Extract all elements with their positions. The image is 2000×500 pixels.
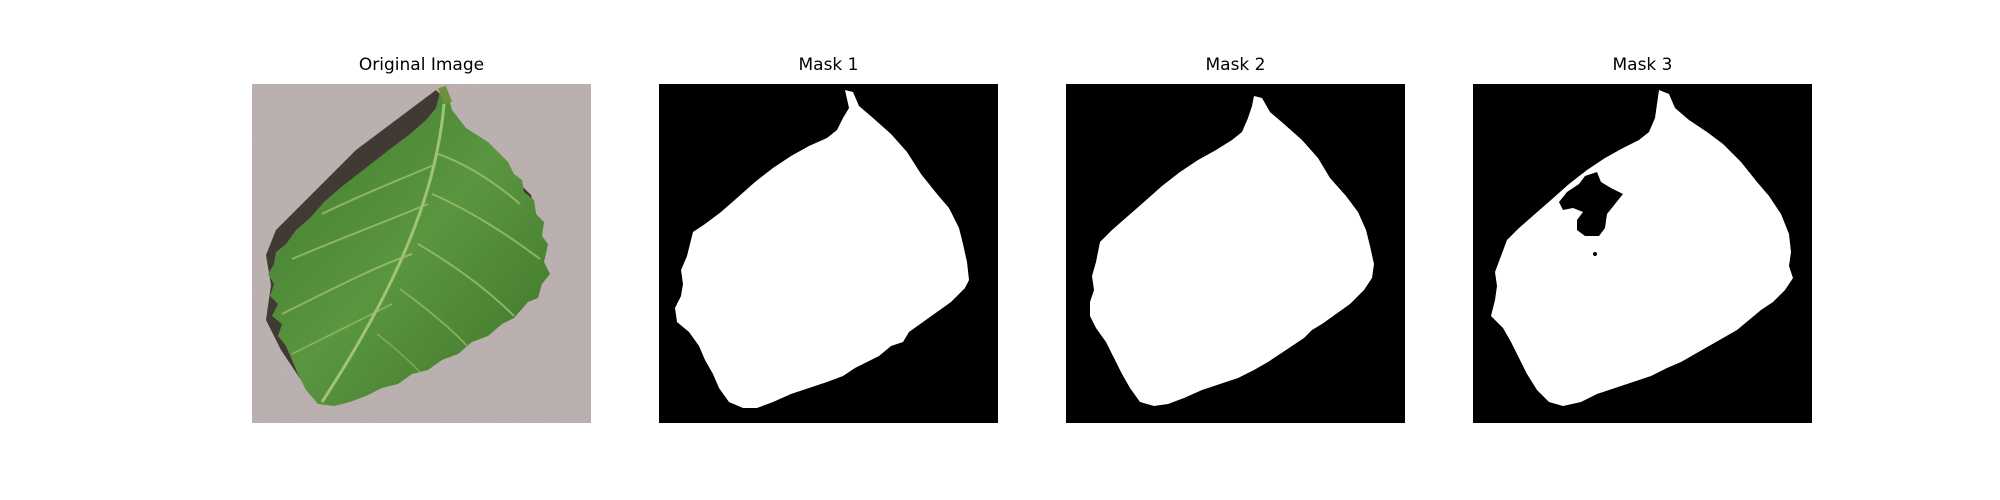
panel-mask-1: Mask 1 (659, 53, 998, 424)
mask-2-image (1066, 84, 1405, 423)
leaf-body (268, 92, 550, 406)
panel-title-mask-3: Mask 3 (1612, 55, 1673, 75)
panel-title-mask-2: Mask 2 (1205, 55, 1266, 75)
mask-2-svg (1066, 84, 1405, 423)
mask-1-leaf (675, 90, 969, 408)
mask-3-image (1473, 84, 1812, 423)
mask-3-svg (1473, 84, 1812, 423)
panel-title-original-image: Original Image (358, 55, 485, 75)
leaf-petiole (438, 86, 452, 104)
mask-1-image (659, 84, 998, 423)
panel-mask-3: Mask 3 (1473, 53, 1812, 424)
mask-3-speck (1593, 252, 1597, 256)
panel-original-image: Original Image (252, 53, 591, 424)
mask-3-leaf (1491, 90, 1793, 406)
original-leaf-photo (252, 84, 591, 423)
mask-3-hole (1559, 172, 1623, 236)
mask-2-leaf (1090, 96, 1374, 406)
leaf-midrib (320, 103, 446, 403)
mask-1-svg (659, 84, 998, 423)
panel-title-mask-1: Mask 1 (798, 55, 859, 75)
leaf-photo-svg (252, 84, 591, 423)
panel-mask-2: Mask 2 (1066, 53, 1405, 424)
